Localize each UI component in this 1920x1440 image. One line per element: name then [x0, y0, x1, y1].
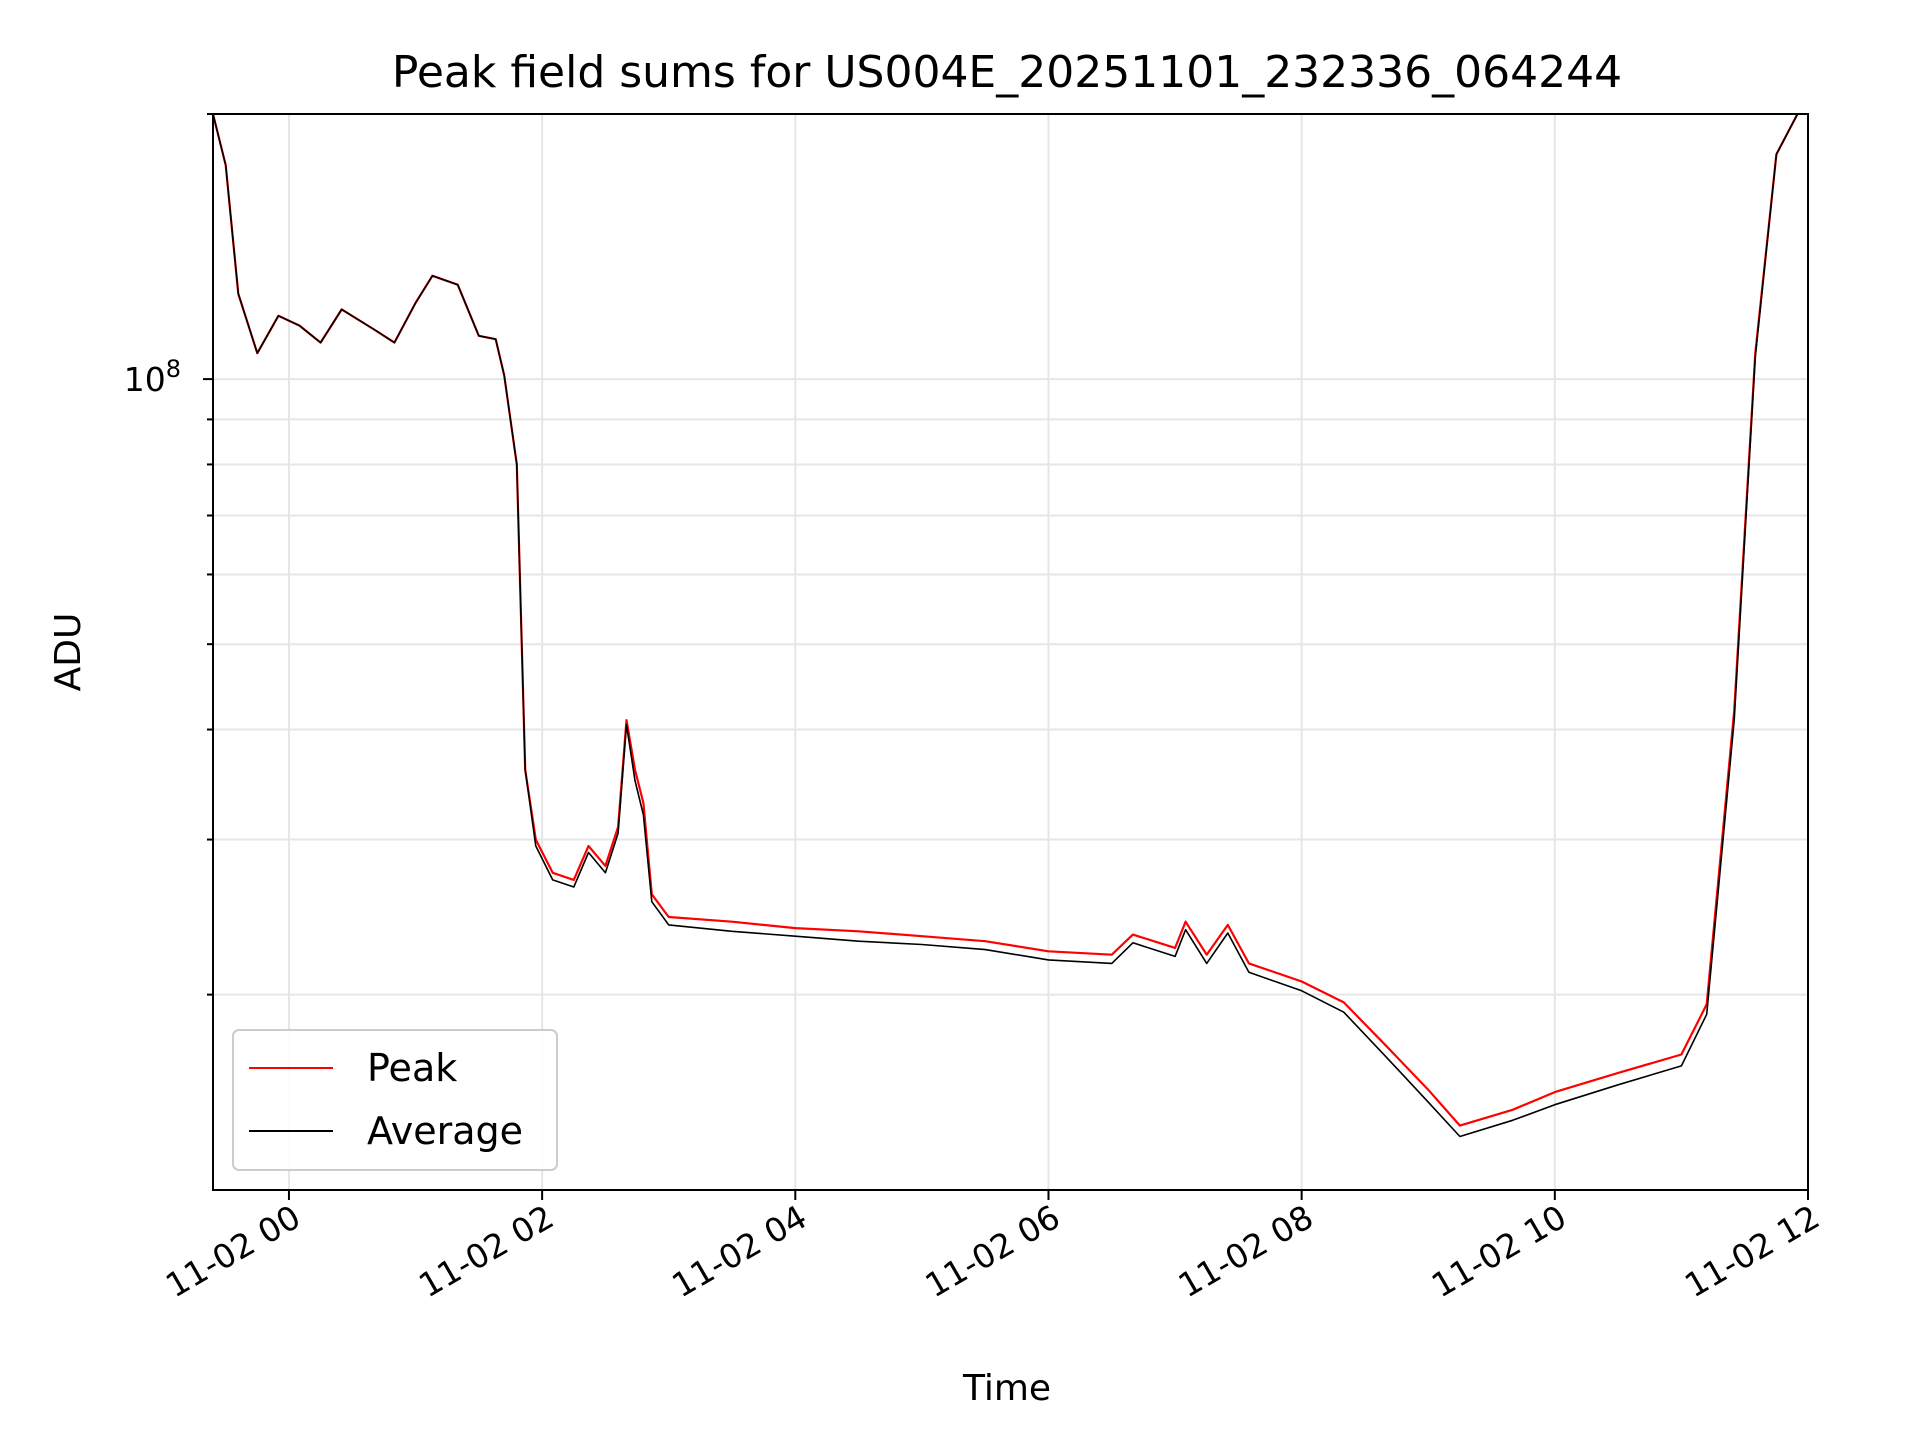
x-axis-label: Time [962, 1368, 1051, 1409]
series-line-average [213, 114, 1799, 1138]
series-layer [213, 114, 1799, 1138]
y-axis-label: ADU [48, 613, 89, 692]
y-axis: 108 [124, 113, 213, 996]
legend-label-peak: Peak [367, 1046, 457, 1090]
legend-label-average: Average [367, 1109, 523, 1153]
chart-title: Peak field sums for US004E_20251101_2323… [392, 47, 1622, 98]
plot-frame [212, 113, 1809, 1191]
y-tick-label: 108 [124, 355, 181, 399]
legend: Peak Average [232, 1029, 558, 1171]
legend-box [232, 1029, 558, 1171]
grid [213, 113, 1809, 1190]
